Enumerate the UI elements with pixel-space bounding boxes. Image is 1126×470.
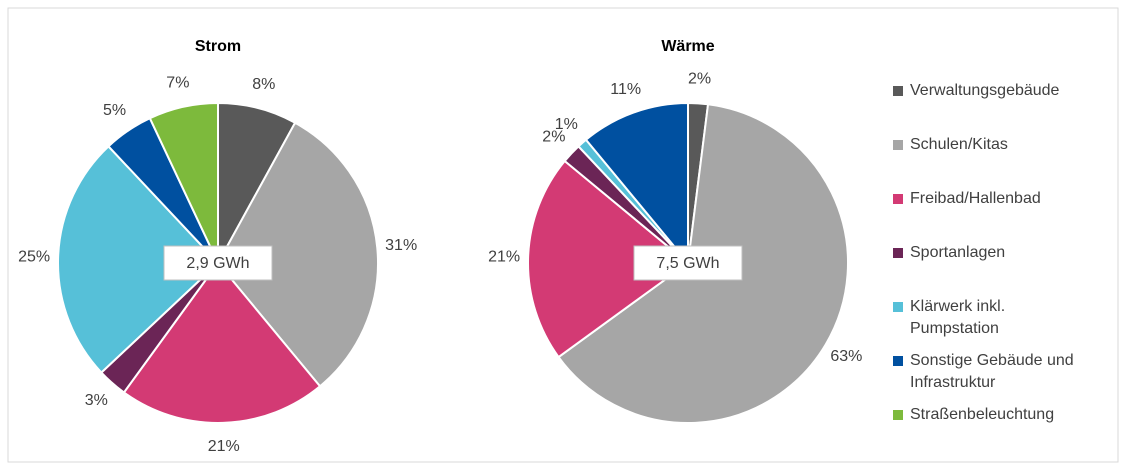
data-label: 5% bbox=[103, 102, 126, 119]
legend-label: Straßenbeleuchtung bbox=[910, 406, 1055, 423]
pie-slice bbox=[122, 261, 322, 424]
data-label: 21% bbox=[208, 438, 240, 455]
legend-label: Sonstige Gebäude und Infrastruktur bbox=[910, 352, 1074, 391]
center-box bbox=[633, 245, 743, 281]
legend-item: Sportanlagen bbox=[893, 242, 1110, 264]
legend-item: Sonstige Gebäude und Infrastruktur bbox=[893, 350, 1110, 394]
legend-item: Verwaltungsgebäude bbox=[893, 80, 1110, 102]
legend-item: Freibad/Hallenbad bbox=[893, 188, 1110, 210]
legend-swatch bbox=[893, 140, 903, 150]
legend-swatch bbox=[893, 356, 903, 366]
data-label: 11% bbox=[610, 81, 641, 98]
legend-swatch bbox=[893, 248, 903, 258]
legend-label: Freibad/Hallenbad bbox=[910, 190, 1041, 207]
legend-item: Schulen/Kitas bbox=[893, 134, 1110, 156]
data-label: 2% bbox=[688, 71, 711, 88]
center-label: 7,5 GWh bbox=[656, 255, 719, 272]
data-label: 1% bbox=[555, 116, 578, 133]
data-label: 3% bbox=[85, 392, 108, 409]
data-label: 7% bbox=[166, 75, 189, 92]
data-label: 31% bbox=[385, 237, 417, 254]
chart-title: Strom bbox=[195, 38, 241, 55]
pie-slice bbox=[216, 121, 379, 388]
center-label: 2,9 GWh bbox=[186, 255, 249, 272]
data-label: 8% bbox=[252, 76, 275, 93]
legend-swatch bbox=[893, 302, 903, 312]
legend-label: Verwaltungsgebäude bbox=[910, 82, 1060, 99]
legend-label: Sportanlagen bbox=[910, 244, 1006, 261]
center-box bbox=[163, 245, 273, 281]
legend-swatch bbox=[893, 410, 903, 420]
legend-item: Straßenbeleuchtung bbox=[893, 404, 1110, 426]
legend-label: Schulen/Kitas bbox=[910, 136, 1008, 153]
legend-swatch bbox=[893, 194, 903, 204]
legend-item: Klärwerk inkl. Pumpstation bbox=[893, 296, 1030, 340]
data-label: 21% bbox=[488, 248, 520, 265]
data-label: 63% bbox=[830, 348, 862, 365]
frame bbox=[7, 7, 1119, 463]
pie-slice bbox=[584, 101, 689, 266]
legend-swatch bbox=[893, 86, 903, 96]
legend-label: Klärwerk inkl. Pumpstation bbox=[910, 298, 1006, 337]
chart-title: Wärme bbox=[661, 38, 714, 55]
pie-slice bbox=[148, 101, 219, 264]
pie-slice bbox=[527, 159, 690, 359]
pie-slice bbox=[57, 144, 220, 374]
data-label: 2% bbox=[542, 128, 565, 145]
data-label: 25% bbox=[18, 248, 50, 265]
